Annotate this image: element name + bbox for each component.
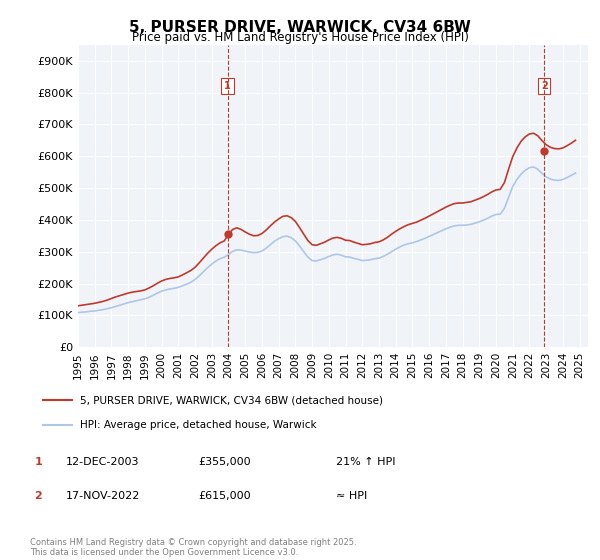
Text: £615,000: £615,000 xyxy=(198,491,251,501)
Text: 21% ↑ HPI: 21% ↑ HPI xyxy=(336,457,395,467)
Text: 1: 1 xyxy=(35,457,42,467)
Text: £355,000: £355,000 xyxy=(198,457,251,467)
Text: 2: 2 xyxy=(35,491,42,501)
Text: 2: 2 xyxy=(541,81,548,91)
Text: HPI: Average price, detached house, Warwick: HPI: Average price, detached house, Warw… xyxy=(80,420,317,430)
Text: Contains HM Land Registry data © Crown copyright and database right 2025.
This d: Contains HM Land Registry data © Crown c… xyxy=(30,538,356,557)
Text: 5, PURSER DRIVE, WARWICK, CV34 6BW (detached house): 5, PURSER DRIVE, WARWICK, CV34 6BW (deta… xyxy=(80,395,383,405)
Text: 1: 1 xyxy=(224,81,231,91)
Text: 17-NOV-2022: 17-NOV-2022 xyxy=(66,491,140,501)
Text: 5, PURSER DRIVE, WARWICK, CV34 6BW: 5, PURSER DRIVE, WARWICK, CV34 6BW xyxy=(129,20,471,35)
Text: Price paid vs. HM Land Registry's House Price Index (HPI): Price paid vs. HM Land Registry's House … xyxy=(131,31,469,44)
Text: ≈ HPI: ≈ HPI xyxy=(336,491,367,501)
Text: 12-DEC-2003: 12-DEC-2003 xyxy=(66,457,139,467)
